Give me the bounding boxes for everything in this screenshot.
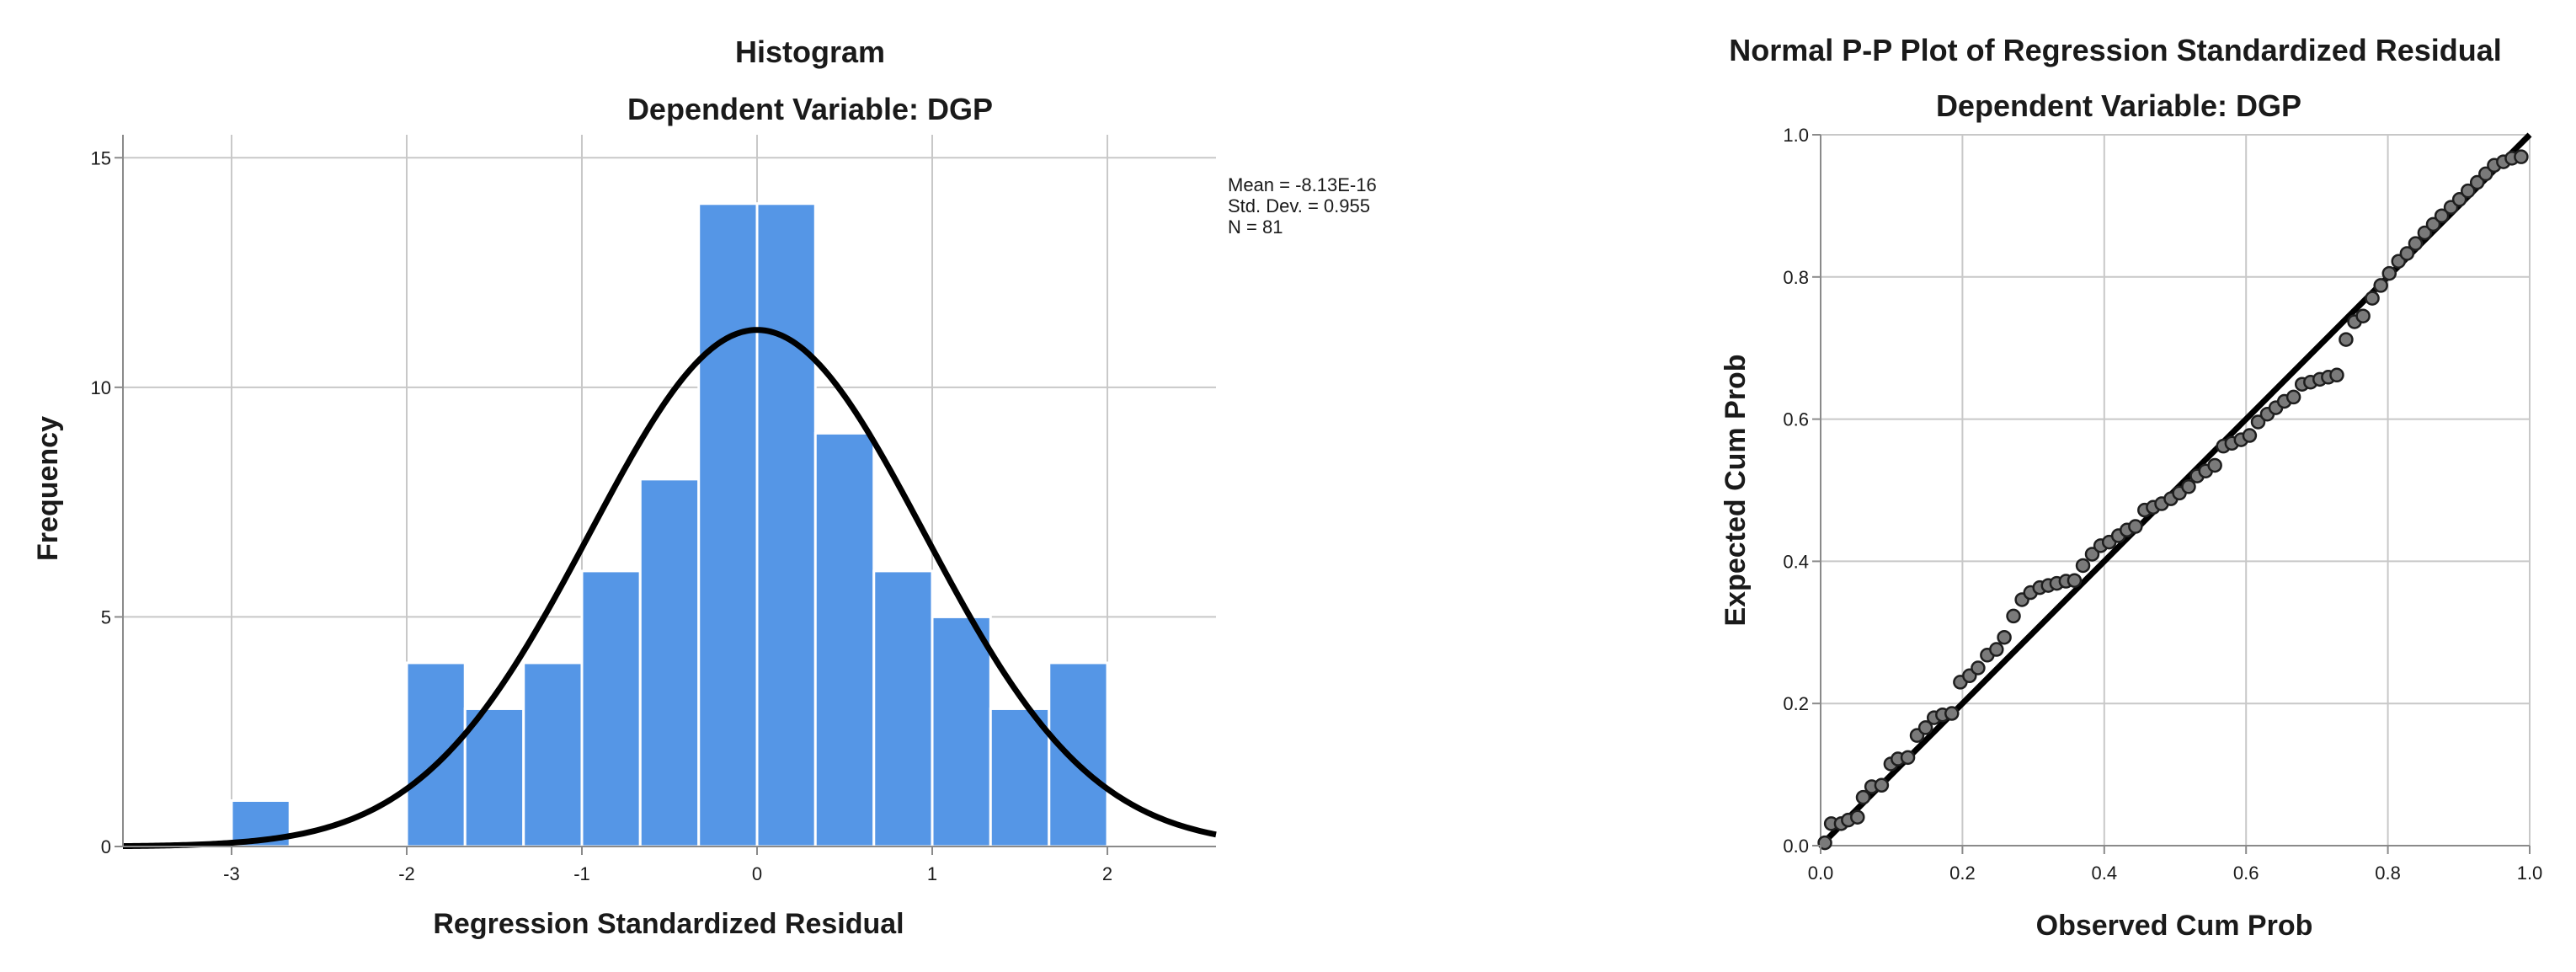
pp-point <box>2067 573 2083 588</box>
pp-plot-panel: Normal P-P Plot of Regression Standardiz… <box>1720 33 2542 942</box>
pp-y-tick-label: 0.8 <box>1783 267 1809 288</box>
pp-point <box>2408 236 2424 251</box>
pp-plot-y-axis-title: Expected Cum Prob <box>1720 354 1752 626</box>
histogram-bar <box>580 569 642 848</box>
pp-point <box>2242 428 2258 443</box>
pp-plot-x-ticks: 0.0 0.2 0.4 0.6 0.8 1.0 <box>1808 846 2543 884</box>
hist-y-tick-label: 15 <box>91 147 111 168</box>
pp-point <box>1850 809 1865 825</box>
stats-mean: Mean = -8.13E-16 <box>1228 174 1377 195</box>
histogram-axes <box>122 135 1216 847</box>
pp-point <box>2084 547 2100 562</box>
histogram-bar <box>755 202 817 848</box>
histogram-y-ticks: 0 5 10 15 <box>91 147 123 857</box>
histogram-bars <box>230 202 1109 848</box>
hist-x-tick-label: -2 <box>398 863 415 884</box>
pp-x-tick-label: 1.0 <box>2517 863 2543 884</box>
hist-x-tick-label: -3 <box>223 863 240 884</box>
pp-point <box>1989 642 2004 657</box>
hist-y-tick-label: 10 <box>91 377 111 398</box>
pp-plot-points <box>1817 149 2529 851</box>
pp-point <box>2128 519 2143 534</box>
pp-point <box>1944 706 1960 721</box>
pp-point <box>1917 720 1933 735</box>
pp-point <box>2381 265 2397 281</box>
histogram-bar <box>638 478 701 848</box>
histogram-bar <box>697 202 759 848</box>
histogram-x-ticks: -3 -2 -1 0 1 2 <box>223 846 1112 884</box>
pp-point <box>2373 278 2388 293</box>
hist-y-tick-label: 5 <box>101 606 111 628</box>
pp-point <box>2250 414 2266 430</box>
pp-point <box>2285 389 2301 405</box>
pp-point <box>2425 216 2441 232</box>
histogram-x-axis-title: Regression Standardized Residual <box>433 908 904 940</box>
pp-point <box>2006 608 2021 624</box>
hist-x-tick-label: 2 <box>1102 863 1112 884</box>
pp-y-tick-label: 0.0 <box>1783 836 1809 857</box>
pp-point <box>1874 777 1890 793</box>
pp-point <box>1817 835 1832 851</box>
pp-point <box>2181 479 2196 494</box>
pp-point <box>2207 457 2222 473</box>
hist-y-tick-label: 0 <box>101 836 111 857</box>
pp-point <box>1900 750 1916 766</box>
pp-point <box>2451 192 2467 207</box>
normal-curve <box>122 327 1217 850</box>
pp-point <box>2339 332 2354 347</box>
pp-point <box>2478 166 2493 182</box>
pp-y-tick-label: 1.0 <box>1783 125 1809 146</box>
pp-y-tick-label: 0.6 <box>1783 409 1809 430</box>
pp-x-tick-label: 0.8 <box>2375 863 2401 884</box>
histogram-bar <box>813 431 876 848</box>
hist-x-tick-label: 0 <box>752 863 762 884</box>
stats-std-dev: Std. Dev. = 0.955 <box>1228 195 1370 216</box>
pp-point <box>1997 629 2012 645</box>
pp-point <box>2355 308 2371 323</box>
histogram-bar <box>872 569 934 848</box>
pp-point <box>2365 291 2380 306</box>
histogram-y-axis-title: Frequency <box>32 416 64 561</box>
histogram-subtitle: Dependent Variable: DGP <box>627 92 993 126</box>
pp-x-tick-label: 0.2 <box>1949 863 1976 884</box>
pp-point <box>2075 558 2091 574</box>
pp-plot-grid <box>1821 134 2531 846</box>
pp-x-tick-label: 0.6 <box>2233 863 2259 884</box>
pp-x-tick-label: 0.4 <box>2092 863 2118 884</box>
pp-y-tick-label: 0.2 <box>1783 693 1809 714</box>
pp-x-tick-label: 0.0 <box>1808 863 1834 884</box>
histogram-title: Histogram <box>735 35 885 69</box>
histogram-bar <box>522 661 584 848</box>
pp-point <box>1855 789 1871 805</box>
pp-point <box>2434 208 2450 223</box>
histogram-bar <box>463 707 525 848</box>
histogram-bar <box>1048 661 1109 848</box>
pp-point <box>2514 149 2529 164</box>
histogram-bar <box>989 707 1051 848</box>
pp-plot-x-axis-title: Observed Cum Prob <box>2036 910 2313 942</box>
pp-point <box>2417 225 2433 241</box>
pp-point <box>1971 660 1986 676</box>
pp-y-tick-label: 0.4 <box>1783 551 1809 572</box>
pp-point <box>2460 183 2476 199</box>
pp-plot-y-ticks: 0.0 0.2 0.4 0.6 0.8 1.0 <box>1783 125 1821 857</box>
pp-point <box>2469 174 2485 190</box>
hist-x-tick-label: -1 <box>573 863 590 884</box>
stats-n: N = 81 <box>1228 216 1283 238</box>
pp-plot-title: Normal P-P Plot of Regression Standardiz… <box>1729 33 2502 67</box>
pp-point <box>2399 246 2415 261</box>
pp-plot-subtitle: Dependent Variable: DGP <box>1936 88 2301 123</box>
histogram-stats-box: Mean = -8.13E-16 Std. Dev. = 0.955 N = 8… <box>1228 174 1377 238</box>
pp-point <box>2329 367 2344 383</box>
histogram-bar <box>931 615 992 848</box>
histogram-panel: Histogram Dependent Variable: DGP -3 -2 -1… <box>32 35 1377 940</box>
histogram-bar <box>405 661 467 848</box>
hist-x-tick-label: 1 <box>927 863 937 884</box>
pp-plot-axes <box>1820 135 2530 846</box>
